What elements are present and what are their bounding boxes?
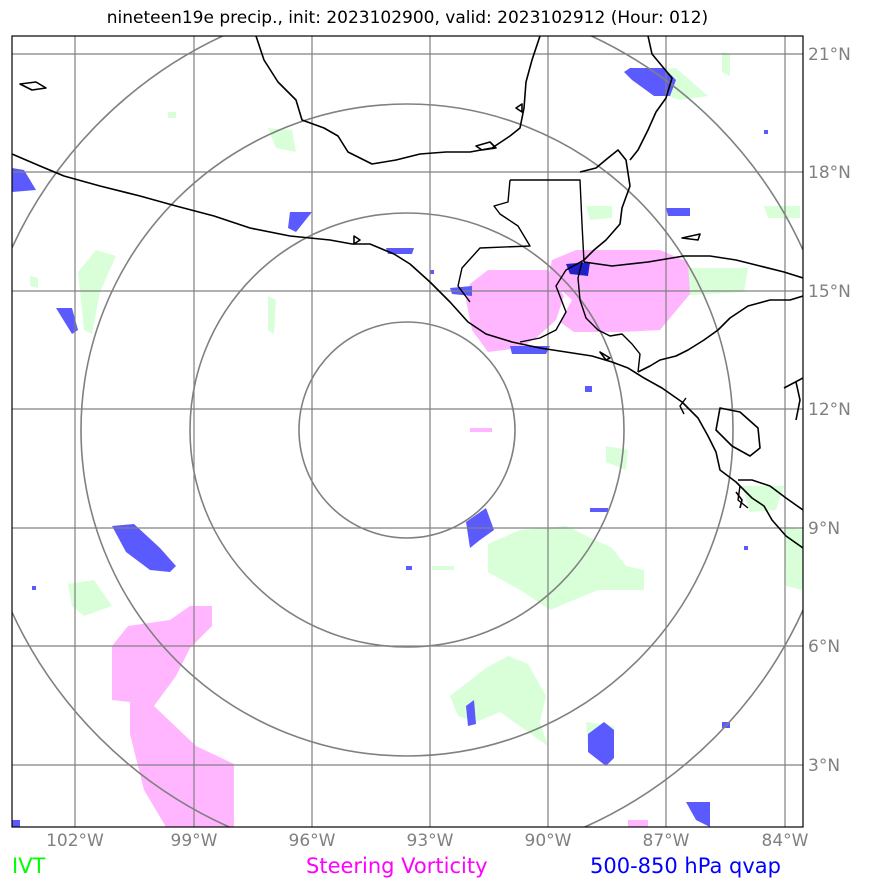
map-frame bbox=[11, 35, 804, 828]
map-title: nineteen19e precip., init: 2023102900, v… bbox=[106, 8, 709, 28]
lon-tick-labels: 102°W 99°W 96°W 93°W 90°W 87°W 84°W bbox=[46, 831, 809, 851]
lat-tick-label: 15°N bbox=[808, 282, 851, 302]
qvap-field bbox=[12, 68, 768, 827]
lat-tick-label: 21°N bbox=[808, 45, 851, 65]
lon-tick-label: 96°W bbox=[289, 831, 336, 851]
lon-tick-label: 87°W bbox=[643, 831, 690, 851]
lat-tick-label: 12°N bbox=[808, 400, 851, 420]
lon-tick-label: 93°W bbox=[407, 831, 454, 851]
lat-tick-label: 3°N bbox=[808, 756, 840, 776]
legend-steering-vorticity: Steering Vorticity bbox=[306, 854, 488, 878]
country-borders bbox=[457, 179, 749, 509]
legend-ivt: IVT bbox=[12, 854, 46, 878]
lon-tick-label: 99°W bbox=[171, 831, 218, 851]
lat-tick-label: 9°N bbox=[808, 519, 840, 539]
lat-tick-label: 18°N bbox=[808, 163, 851, 183]
qvap-dark-field bbox=[566, 262, 590, 276]
lon-tick-label: 90°W bbox=[525, 831, 572, 851]
coastlines bbox=[12, 36, 803, 549]
graticule bbox=[12, 36, 803, 827]
lon-tick-label: 84°W bbox=[762, 831, 809, 851]
legend-qvap: 500-850 hPa qvap bbox=[590, 854, 781, 878]
lat-tick-labels: 21°N 18°N 15°N 12°N 9°N 6°N 3°N bbox=[808, 45, 851, 776]
range-rings bbox=[12, 36, 803, 827]
lon-tick-label: 102°W bbox=[46, 831, 104, 851]
lat-tick-label: 6°N bbox=[808, 637, 840, 657]
